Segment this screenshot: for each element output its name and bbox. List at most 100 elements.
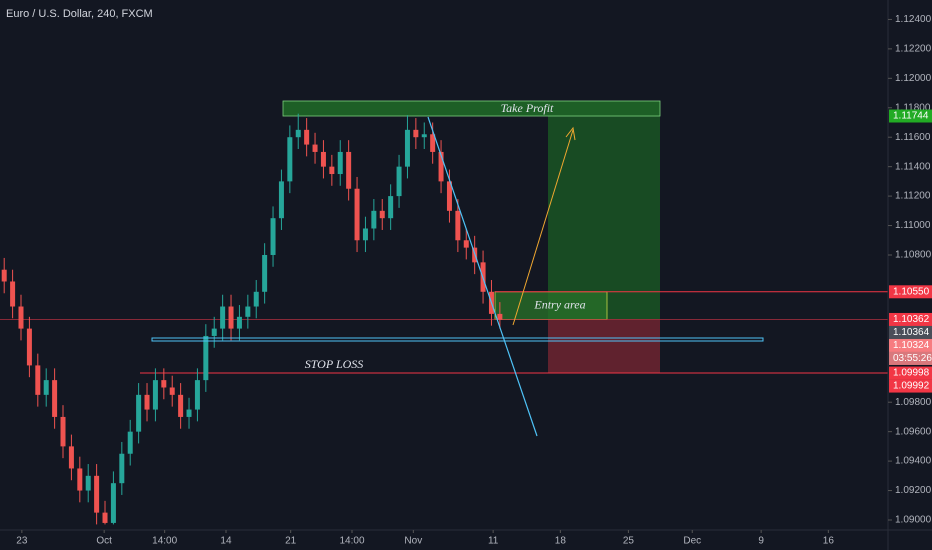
countdown: 03:55:26 <box>893 353 932 364</box>
candle-body <box>220 306 226 329</box>
price-label-bg <box>889 338 932 352</box>
candle-body <box>68 446 74 469</box>
candle-body <box>178 394 184 417</box>
candle-body <box>144 394 150 410</box>
y-tick-label: 1.11800 <box>895 102 931 113</box>
candle-body <box>127 431 133 454</box>
overlay <box>151 116 764 437</box>
price-label-bg <box>889 312 932 326</box>
price-label: 1.10362 <box>893 314 930 325</box>
y-tick-label: 1.09400 <box>895 456 932 467</box>
y-tick-label: 1.09200 <box>895 485 932 496</box>
y-tick-label: 1.09000 <box>895 515 932 526</box>
candle-body <box>211 328 217 336</box>
y-tick-label: 1.10800 <box>895 250 932 261</box>
candle-body <box>60 416 66 447</box>
profit-zone <box>548 116 660 320</box>
x-tick-label: 14:00 <box>339 536 364 547</box>
candle-body <box>253 291 259 307</box>
drawings: Take Profit Entry area STOP LOSS <box>0 100 888 374</box>
price-label-bg <box>889 366 932 380</box>
candle-body <box>52 380 58 417</box>
price-label: 1.09998 <box>893 368 930 379</box>
candle-body <box>18 306 24 329</box>
x-tick-label: 16 <box>823 536 835 547</box>
candle-body <box>446 181 452 211</box>
candle-body <box>228 306 234 329</box>
price-label: 1.10364 <box>893 327 930 338</box>
candle-body <box>413 129 419 138</box>
y-tick-label: 1.12000 <box>895 73 932 84</box>
candle-body <box>110 483 116 523</box>
take-profit-box <box>282 100 661 117</box>
candle-body <box>379 210 385 219</box>
entry-box <box>494 291 608 320</box>
candle-body <box>245 306 251 317</box>
y-tick-label: 1.12400 <box>895 14 932 25</box>
candle-body <box>85 475 91 491</box>
price-label: 1.10324 <box>893 340 930 351</box>
x-tick-label: 25 <box>623 536 635 547</box>
price-label: 1.09992 <box>893 381 930 392</box>
candle-body <box>43 380 49 395</box>
y-tick-label: 1.12200 <box>895 44 932 55</box>
candle-body <box>438 151 444 182</box>
candles <box>1 113 503 525</box>
candle-body <box>119 453 125 484</box>
candle-body <box>455 210 461 241</box>
candle-body <box>497 313 503 320</box>
x-tick-label: 11 <box>488 536 499 547</box>
candle-body <box>404 129 410 167</box>
candle-body <box>346 151 352 189</box>
x-tick-label: 23 <box>16 536 28 547</box>
candle-body <box>304 129 310 145</box>
price-label-bg <box>889 109 932 123</box>
candle-body <box>421 134 427 138</box>
y-tick-label: 1.11600 <box>895 132 931 143</box>
candle-body <box>1 269 7 282</box>
candle-body <box>295 129 301 138</box>
candle-body <box>329 166 335 175</box>
candle-body <box>396 166 402 197</box>
x-tick-label: 18 <box>555 536 567 547</box>
price-label: 1.11744 <box>893 111 929 122</box>
candle-body <box>194 380 200 410</box>
candle-body <box>236 316 242 329</box>
candle-body <box>26 328 32 366</box>
price-label-bg <box>889 285 932 299</box>
candle-body <box>371 210 377 229</box>
entry-label: Entry area <box>533 297 585 311</box>
candle-body <box>262 254 268 292</box>
countdown-bg <box>889 351 932 365</box>
candle-body <box>136 394 142 432</box>
loss-zone <box>548 319 660 374</box>
chart-title: Euro / U.S. Dollar, 240, FXCM <box>6 8 153 20</box>
candle-body <box>94 475 100 513</box>
axes: 1.12400 1.12200 1.12000 1.11800 1.11600 1.114… <box>16 14 932 547</box>
candle-body <box>10 281 16 307</box>
price-label-bg <box>889 379 932 393</box>
x-tick-label: 21 <box>285 536 297 547</box>
y-tick-label: 1.11000 <box>895 220 931 231</box>
candle-body <box>102 512 108 523</box>
candle-body <box>463 240 469 248</box>
candle-body <box>287 137 293 182</box>
candle-body <box>270 218 276 255</box>
trend-line <box>427 116 538 437</box>
candle-body <box>186 409 192 417</box>
y-tick-label: 1.11400 <box>895 161 931 172</box>
y-tick-label: 1.09600 <box>895 426 932 437</box>
x-tick-label: 14 <box>220 536 232 547</box>
x-tick-label: 14:00 <box>152 536 177 547</box>
support-zone <box>151 337 764 342</box>
candle-body <box>430 134 436 152</box>
y-tick-label: 1.11200 <box>895 191 931 202</box>
y-tick-label: 1.09800 <box>895 397 932 408</box>
candle-body <box>320 151 326 167</box>
candle-body <box>388 196 394 219</box>
take-profit-label: Take Profit <box>501 101 554 115</box>
candle-body <box>312 144 318 152</box>
candle-body <box>35 365 41 395</box>
arrow-line <box>512 129 574 326</box>
